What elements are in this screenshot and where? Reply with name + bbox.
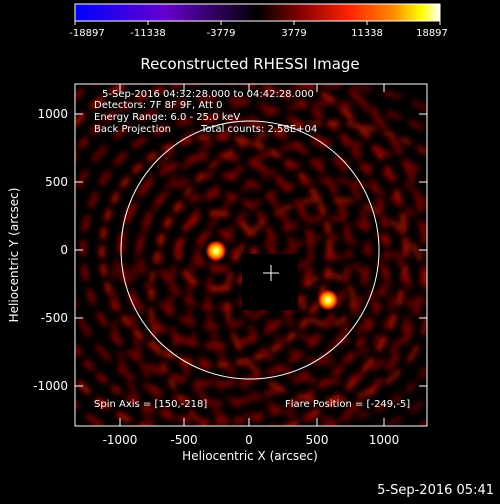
- sidelobe-ring: [148, 120, 427, 426]
- sidelobe-ring: [194, 229, 238, 273]
- sidelobe-ring: [129, 101, 427, 426]
- x-tick-label: -500: [170, 433, 197, 447]
- y-tick-label: 500: [45, 175, 68, 189]
- spin-axis-label: Spin Axis = [150,-218]: [94, 399, 207, 410]
- plot-title: Reconstructed RHESSI Image: [140, 55, 359, 73]
- colorbar-tick-label: -18897: [69, 28, 104, 39]
- sidelobe-ring: [110, 84, 427, 426]
- sidelobe-ring: [205, 177, 427, 423]
- info-block: 5-Sep-2016 04:32:28.000 to 04:42:28.000 …: [94, 89, 317, 135]
- sidelobe-ring: [137, 172, 295, 330]
- flare-source-1: [205, 240, 227, 262]
- colorbar-tick-label: 18897: [416, 28, 448, 39]
- colorbar-gradient: [74, 3, 441, 22]
- x-tick-label: -1000: [103, 433, 138, 447]
- sidelobe-ring: [156, 191, 276, 311]
- x-tick-label: 0: [245, 433, 253, 447]
- masked-region: [242, 254, 298, 310]
- total-counts: Total counts: 2.58E+04: [200, 124, 317, 135]
- plot-frame: [74, 83, 428, 427]
- colorbar-tick-label: 11338: [351, 28, 383, 39]
- colorbar: -18897 -11338 -3779 3779 11338 18897: [69, 3, 448, 39]
- sidelobe-ring: [300, 272, 356, 328]
- image-plot: [74, 83, 428, 427]
- sidelobe-ring: [281, 253, 375, 347]
- x-tick-label: 500: [306, 433, 329, 447]
- sidelobe-ring: [243, 215, 413, 385]
- sidelobe-ring: [167, 139, 427, 426]
- x-tick-labels: -1000 -500 0 500 1000: [103, 433, 400, 447]
- x-axis-label: Heliocentric X (arcsec): [182, 449, 318, 463]
- y-tick-label: -500: [41, 311, 68, 325]
- time-range: 5-Sep-2016 04:32:28.000 to 04:42:28.000: [102, 89, 314, 100]
- energy-range: Energy Range: 6.0 - 25.0 keV: [94, 112, 240, 123]
- flare-position-label: Flare Position = [-249,-5]: [285, 399, 410, 410]
- method: Back Projection: [94, 124, 171, 135]
- colorbar-tick-label: 3779: [281, 28, 306, 39]
- sidelobe-ring: [262, 234, 394, 366]
- flare-source-2: [317, 289, 339, 311]
- y-tick-label: 0: [60, 243, 68, 257]
- x-tick-label: 1000: [369, 433, 400, 447]
- sidelobe-ring: [75, 84, 390, 425]
- timestamp: 5-Sep-2016 05:41: [377, 483, 494, 498]
- y-tick-labels: 1000 500 0 -500 -1000: [33, 107, 68, 393]
- sidelobe-ring: [75, 84, 409, 426]
- spin-axis-cross: [263, 265, 279, 281]
- solar-limb-circle: [120, 120, 380, 380]
- sidelobe-ring: [75, 84, 427, 426]
- colorbar-tick-label: -3779: [206, 28, 235, 39]
- sidelobe-ring: [224, 196, 427, 404]
- y-axis-label: Heliocentric Y (arcsec): [7, 188, 21, 323]
- detectors: Detectors: 7F 8F 9F, Att 0: [94, 100, 222, 111]
- colorbar-tick-label: -11338: [130, 28, 165, 39]
- sidelobe-ring: [99, 134, 333, 368]
- y-tick-label: -1000: [33, 379, 68, 393]
- y-tick-label: 1000: [37, 107, 68, 121]
